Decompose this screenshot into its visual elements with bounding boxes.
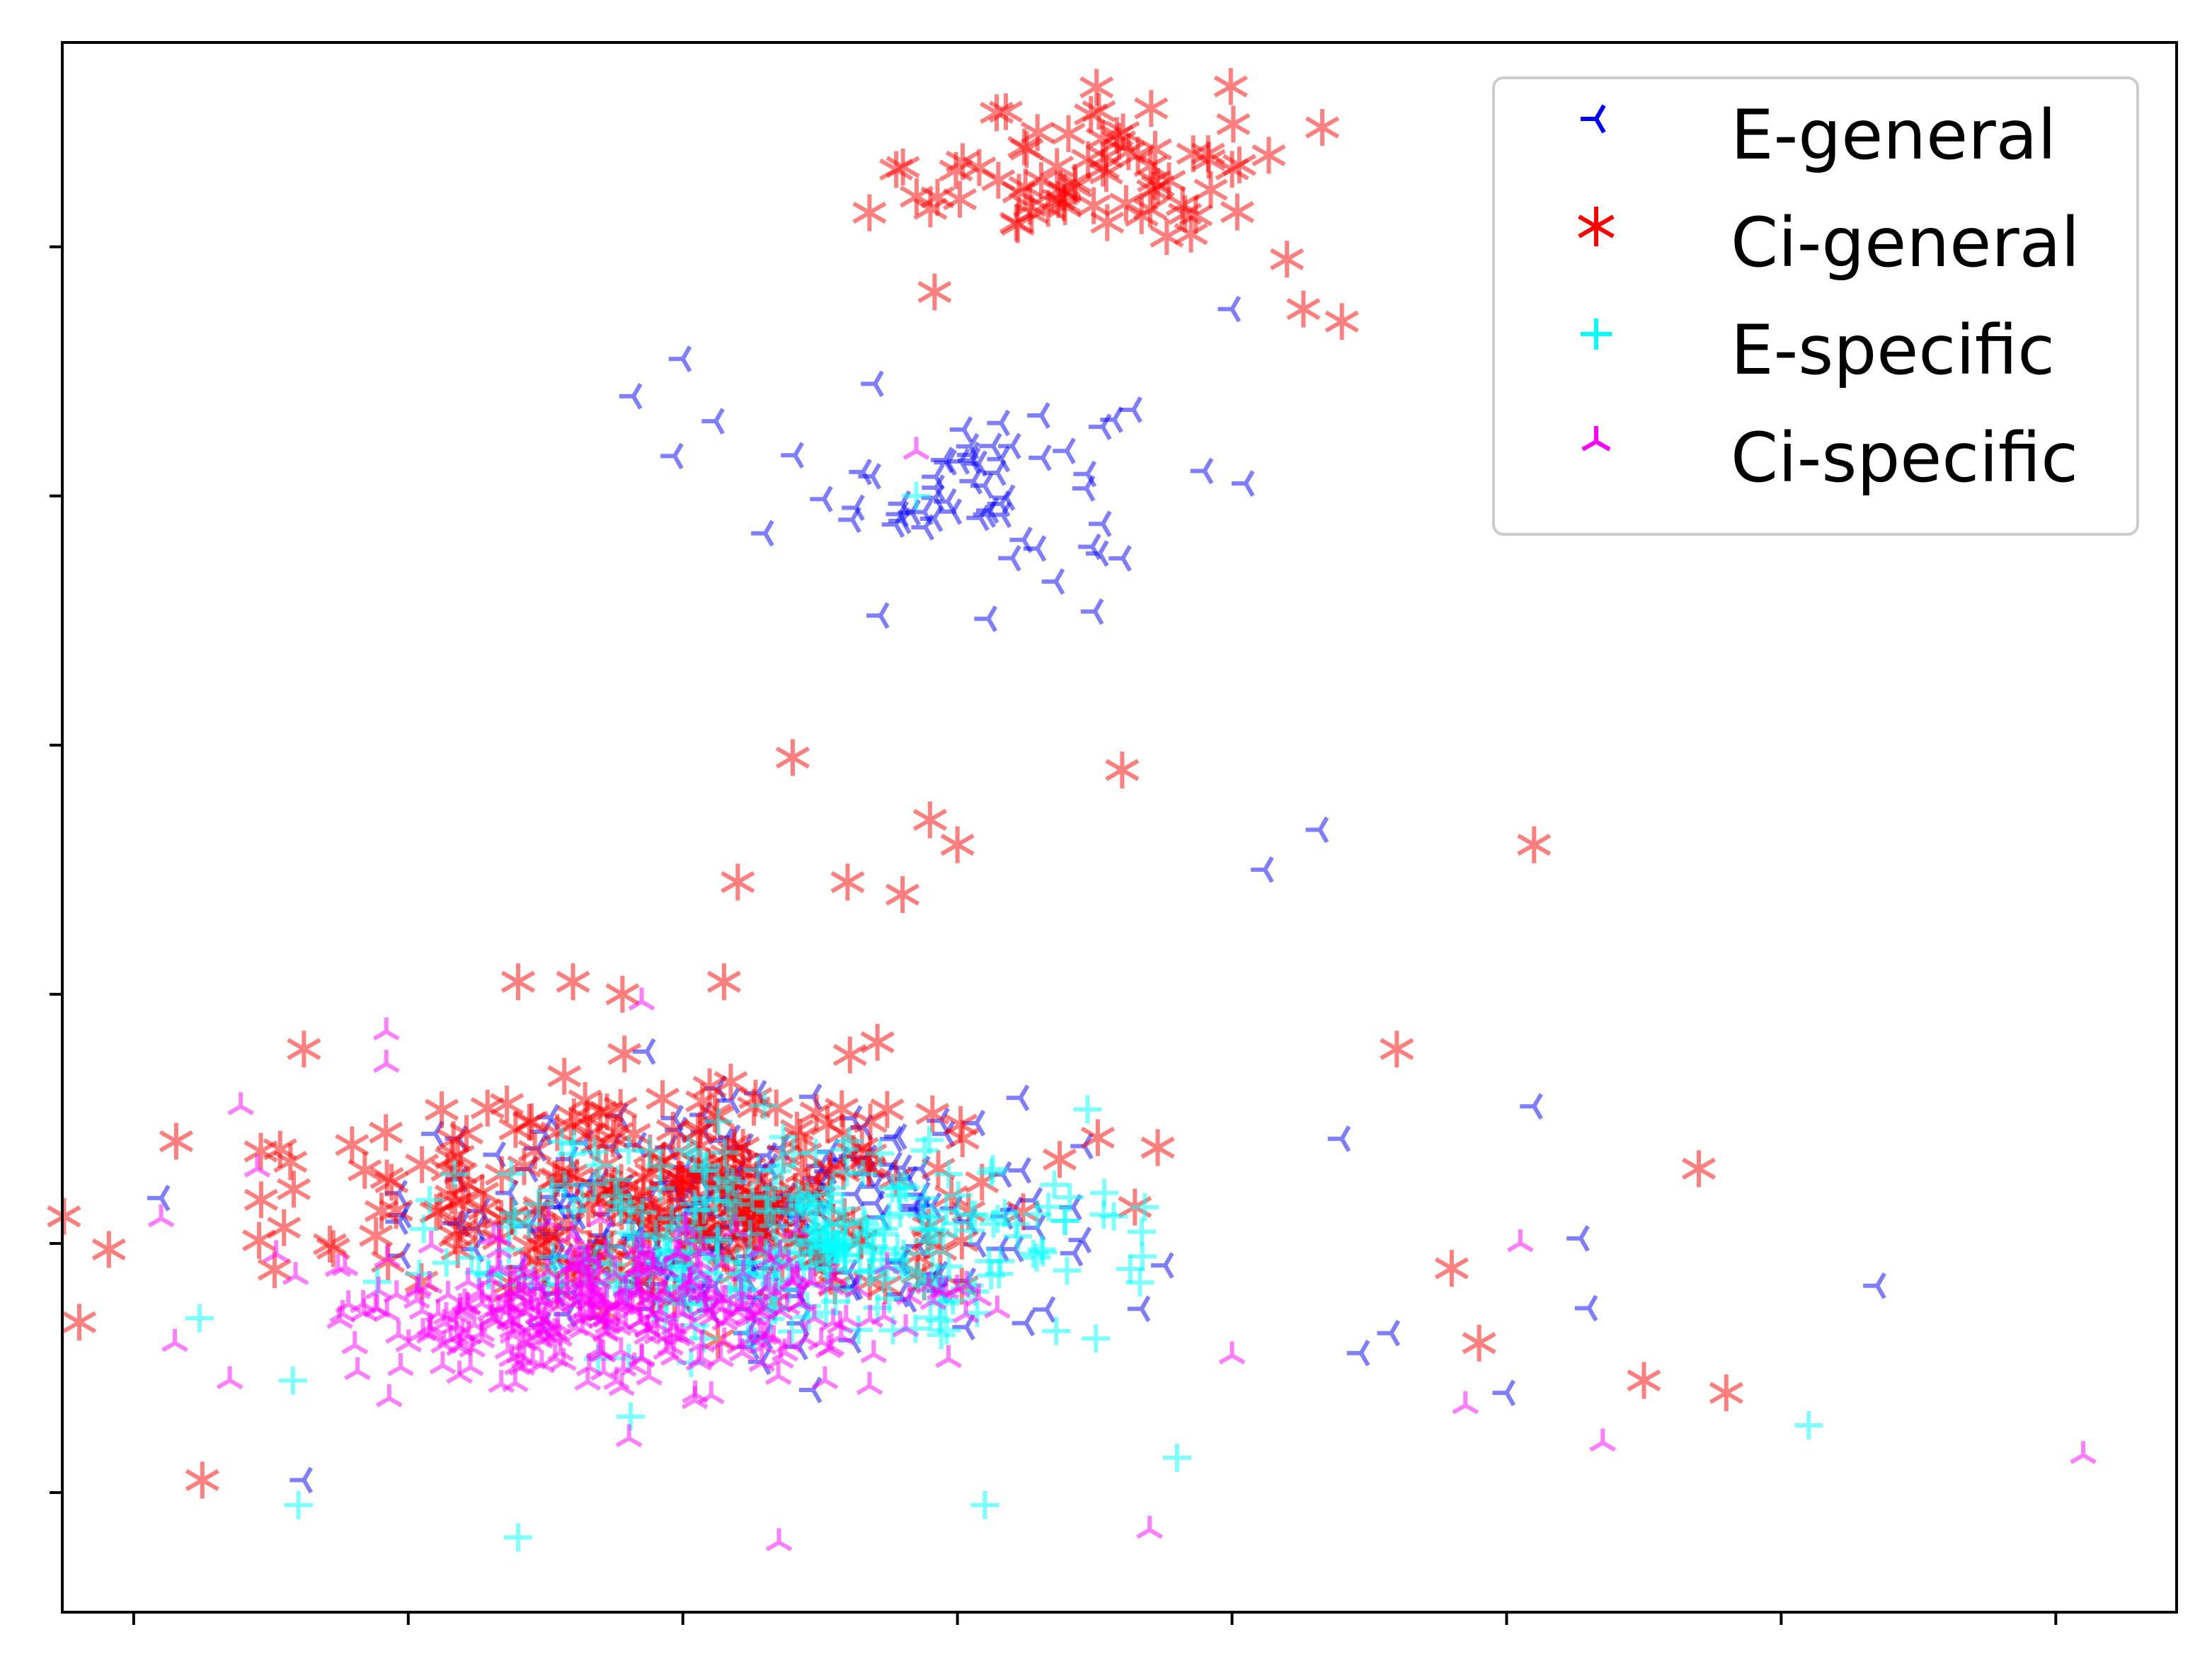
- legend-label-ci-specific: Ci-specific: [1731, 418, 2078, 498]
- legend-label-e-specific: E-specific: [1731, 311, 2055, 390]
- legend-label-ci-general: Ci-general: [1731, 203, 2080, 282]
- legend-label-e-general: E-general: [1731, 96, 2056, 175]
- legend: E-general Ci-general E-specific Ci-speci…: [1494, 78, 2138, 534]
